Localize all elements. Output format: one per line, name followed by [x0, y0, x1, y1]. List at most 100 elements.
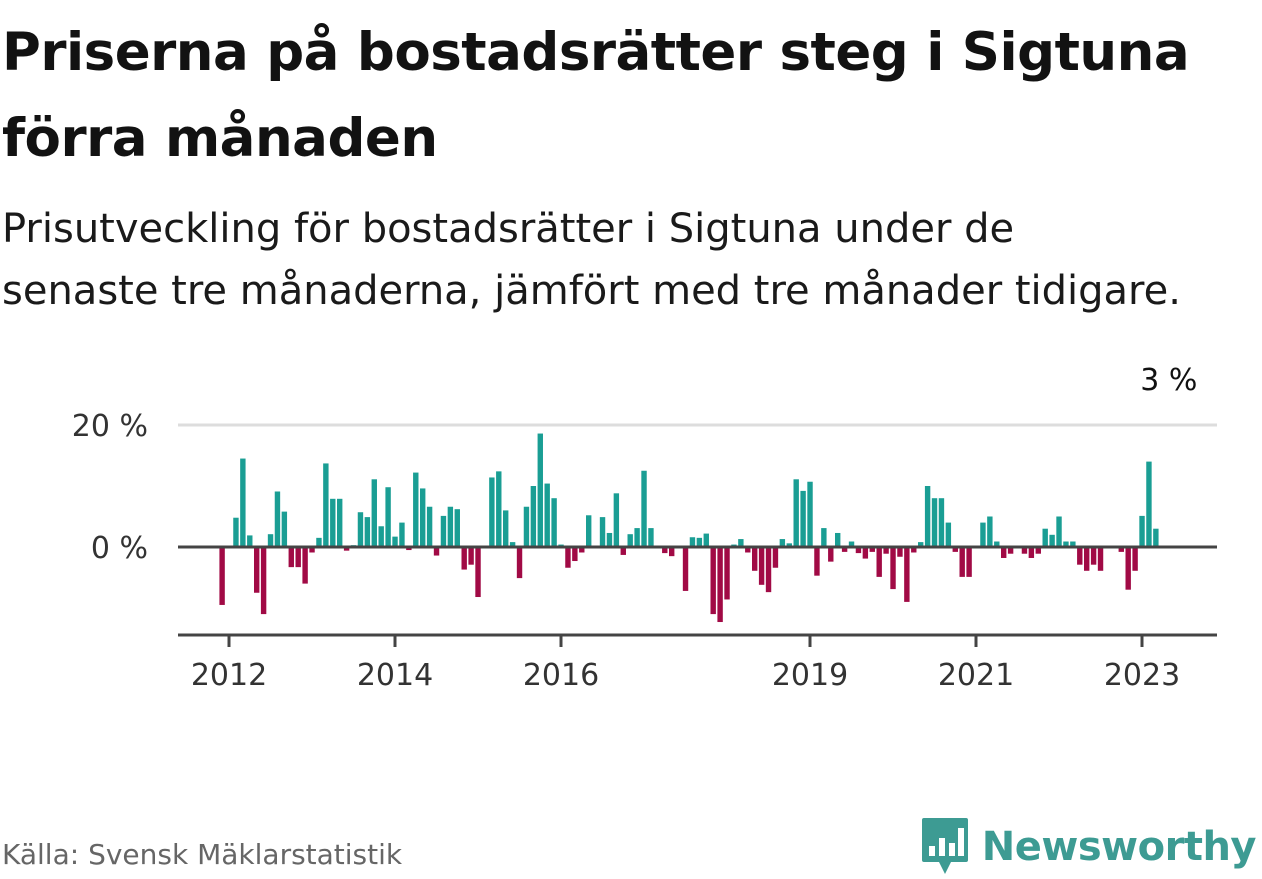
bar	[862, 547, 869, 559]
bar	[1035, 547, 1041, 554]
bar	[302, 547, 308, 584]
x-tick-label: 2014	[357, 658, 433, 693]
bar	[924, 486, 931, 547]
bar	[855, 547, 862, 554]
bar	[378, 526, 384, 547]
bar	[641, 470, 647, 547]
bar	[240, 458, 246, 547]
brand-name: Newsworthy	[981, 824, 1257, 870]
bar	[503, 510, 509, 547]
bar	[1070, 541, 1076, 547]
bar	[544, 483, 550, 547]
bar	[717, 547, 723, 623]
bar	[516, 547, 523, 579]
bar	[752, 547, 758, 571]
bar	[496, 471, 502, 547]
bar-series	[219, 433, 1159, 623]
newsworthy-logo-icon	[921, 818, 968, 874]
bar	[696, 537, 703, 547]
bar	[738, 539, 744, 547]
bar	[1090, 547, 1097, 565]
bar	[233, 517, 239, 547]
bar	[938, 498, 945, 547]
axes	[178, 545, 1217, 647]
bar	[710, 547, 716, 615]
bar	[876, 547, 882, 577]
bar	[911, 547, 917, 553]
bar	[1049, 534, 1055, 547]
bar	[247, 535, 253, 547]
bar	[413, 472, 419, 547]
bar	[267, 534, 274, 547]
bar	[918, 542, 924, 547]
bar	[537, 433, 543, 547]
bar	[420, 488, 426, 547]
bar	[869, 547, 875, 552]
bar	[1056, 516, 1062, 547]
x-tick-label: 2021	[938, 658, 1014, 693]
bar-chart: 0 % 20 % 2012 2014 2016 2019 2021 2023 3 %	[72, 363, 1217, 693]
bar	[1063, 541, 1069, 547]
bar	[309, 547, 315, 553]
bar	[1042, 528, 1048, 547]
bar	[288, 547, 294, 568]
bar	[219, 547, 225, 605]
bar	[745, 547, 751, 553]
bar	[426, 506, 433, 547]
bar	[599, 517, 606, 547]
bar	[572, 547, 578, 562]
bar	[848, 541, 855, 547]
bar	[468, 547, 474, 565]
y-tick-label: 20 %	[72, 409, 148, 444]
bar	[440, 515, 447, 547]
bar	[1132, 547, 1138, 571]
bar	[772, 547, 779, 568]
latest-value-annotation: 3 %	[1140, 363, 1197, 398]
bar	[669, 547, 675, 557]
bar	[454, 509, 460, 547]
bar	[835, 532, 841, 547]
bar	[765, 547, 772, 593]
chart-subtitle: Prisutveckling för bostadsrätter i Sigtu…	[2, 206, 1181, 314]
bar	[821, 528, 827, 547]
bar	[489, 477, 495, 547]
x-tick-label: 2016	[523, 658, 599, 693]
bar	[1001, 547, 1007, 558]
bar	[606, 532, 613, 547]
bar	[475, 547, 481, 598]
bar	[1077, 547, 1083, 565]
bar	[316, 537, 322, 547]
bar	[945, 522, 952, 547]
bar	[758, 547, 765, 585]
bar	[682, 547, 689, 591]
bar	[260, 547, 267, 615]
bar	[1153, 528, 1159, 547]
bar	[987, 516, 993, 547]
bar	[295, 547, 301, 568]
bar	[931, 498, 938, 547]
bar	[1028, 547, 1035, 558]
bar	[627, 534, 633, 547]
bar	[800, 490, 806, 547]
bar	[323, 463, 329, 547]
bar	[461, 547, 467, 570]
bar	[1007, 547, 1014, 554]
tick-labels: 0 % 20 % 2012 2014 2016 2019 2021 2023 3 %	[72, 363, 1198, 693]
bar	[406, 547, 412, 551]
bar	[703, 533, 709, 547]
bar	[357, 512, 364, 547]
bar	[530, 486, 537, 547]
bar	[828, 547, 834, 562]
bar	[586, 515, 592, 547]
y-tick-label: 0 %	[91, 531, 148, 566]
bar	[1125, 547, 1131, 590]
bar	[980, 522, 986, 547]
bar	[689, 537, 696, 547]
bar	[509, 542, 516, 547]
chart-title: Priserna på bostadsrätter steg i Sigtuna…	[2, 22, 1190, 169]
bar	[330, 498, 336, 547]
bar	[385, 487, 391, 547]
x-tick-label: 2019	[772, 658, 848, 693]
bar	[551, 498, 557, 547]
bar	[1146, 461, 1152, 547]
